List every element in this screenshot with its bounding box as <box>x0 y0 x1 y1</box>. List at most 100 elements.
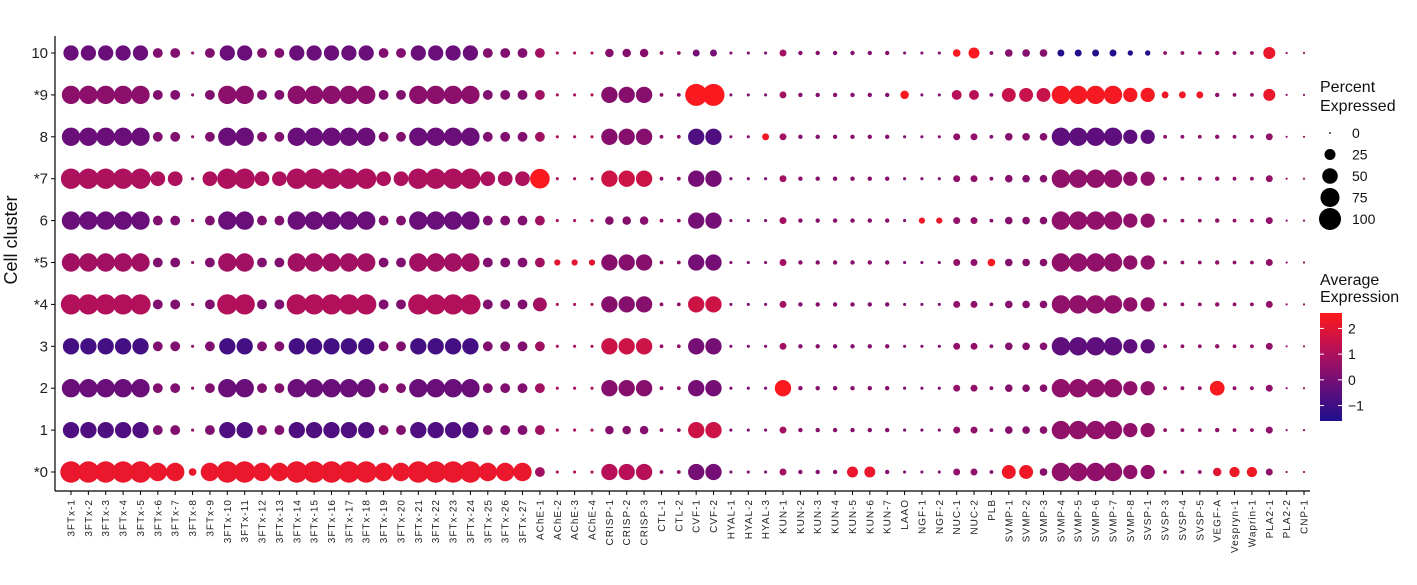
dot-star5-AChE-1 <box>534 257 545 268</box>
dot-8-HYAL-2 <box>746 135 750 139</box>
dot-1-3FTx-8 <box>191 428 195 432</box>
dot-star0-SVMP-1 <box>1001 465 1016 479</box>
dot-3-3FTx-20 <box>396 341 406 352</box>
dot-star7-3FTx-24 <box>460 168 481 189</box>
x-tick-label: SVSP-1 <box>1143 499 1154 541</box>
dot-star7-3FTx-11 <box>234 168 255 189</box>
dot-star9-CNP-1 <box>1302 93 1306 96</box>
x-tick-label: NGF-1 <box>917 499 928 534</box>
dot-3-3FTx-27 <box>517 341 528 352</box>
x-tick-label: 3FTx-8 <box>188 499 199 537</box>
dot-star4-3FTx-25 <box>482 299 493 310</box>
dot-star9-SVMP-4 <box>1051 85 1071 105</box>
dot-star4-3FTx-27 <box>517 299 528 310</box>
dot-star5-3FTx-16 <box>322 253 341 272</box>
dot-8-KUN-2 <box>798 134 803 139</box>
dot-star0-3FTx-23 <box>442 461 464 483</box>
x-tick-label: SVSP-3 <box>1161 499 1172 541</box>
x-tick-label: 3FTx-21 <box>414 499 425 543</box>
dot-star9-KUN-6 <box>867 92 872 98</box>
dot-star0-3FTx-11 <box>233 461 256 483</box>
dot-10-3FTx-13 <box>274 48 285 58</box>
dot-star4-CRISP-1 <box>601 296 618 313</box>
dot-1-SVSP-4 <box>1180 428 1185 433</box>
dot-3-SVSP-3 <box>1163 344 1168 349</box>
dot-star9-LAAO <box>900 90 909 100</box>
dot-2-VEGF-A <box>1209 380 1225 396</box>
dot-star9-3FTx-26 <box>500 89 511 100</box>
dot-10-AChE-4 <box>590 51 594 55</box>
dot-2-NGF-1 <box>920 386 924 390</box>
dot-star4-AChE-3 <box>573 302 577 306</box>
dot-star7-NGF-2 <box>937 177 941 181</box>
x-tick-label: 3FTx-6 <box>153 499 164 537</box>
dot-6-3FTx-26 <box>500 215 511 226</box>
size-legend-label: 25 <box>1352 147 1368 163</box>
dot-star5-CRISP-3 <box>635 254 653 271</box>
dot-8-SVSP-1 <box>1140 129 1155 144</box>
dot-10-NUC-2 <box>968 47 980 59</box>
size-legend-dot <box>1329 132 1331 134</box>
dot-star9-3FTx-15 <box>304 85 324 105</box>
dot-2-SVMP-3 <box>1039 384 1048 393</box>
dot-10-3FTx-7 <box>170 48 181 58</box>
dot-1-KUN-5 <box>850 427 855 433</box>
dot-star4-SVSP-4 <box>1180 302 1185 307</box>
dot-star0-PLA2-1 <box>1265 468 1273 476</box>
dot-8-3FTx-13 <box>274 131 285 142</box>
dot-star9-PLA2-2 <box>1285 93 1288 96</box>
dot-10-CRISP-2 <box>622 48 631 58</box>
dot-2-KUN-3 <box>815 386 820 391</box>
dot-1-SVMP-4 <box>1051 420 1071 440</box>
dot-2-CNP-1 <box>1302 387 1306 390</box>
dot-2-AChE-4 <box>590 386 594 390</box>
x-tick-label: 3FTx-9 <box>205 499 216 537</box>
x-tick-label: 3FTx-14 <box>292 499 303 543</box>
dot-star7-3FTx-18 <box>356 168 377 189</box>
dot-star7-3FTx-25 <box>480 171 496 187</box>
dot-10-NGF-1 <box>920 51 924 55</box>
dot-star9-AChE-4 <box>590 93 594 97</box>
dot-2-SVSP-5 <box>1197 386 1202 391</box>
dot-star7-3FTx-1 <box>60 168 82 189</box>
dot-star5-KUN-1 <box>779 259 787 266</box>
dot-6-Vespryn-1 <box>1232 218 1237 223</box>
dot-10-SVSP-5 <box>1197 51 1202 55</box>
dot-star9-3FTx-7 <box>170 89 181 100</box>
dot-star5-3FTx-5 <box>131 253 150 272</box>
dot-star4-3FTx-3 <box>95 294 116 315</box>
dot-star9-CVF-1 <box>685 83 708 106</box>
dot-star0-HYAL-2 <box>746 470 750 474</box>
dot-star0-3FTx-19 <box>374 462 393 482</box>
dot-10-PLB <box>989 51 994 55</box>
dot-1-SVMP-3 <box>1039 426 1048 434</box>
dot-3-CTL-2 <box>676 344 681 349</box>
dot-star7-VEGF-A <box>1215 176 1220 181</box>
dot-8-SVSP-3 <box>1163 134 1168 139</box>
dot-3-AChE-2 <box>555 344 559 348</box>
dot-2-CRISP-3 <box>635 380 653 397</box>
dot-star4-3FTx-26 <box>500 299 511 310</box>
dot-1-KUN-2 <box>798 427 803 433</box>
dot-6-KUN-2 <box>798 218 803 223</box>
dot-10-Vespryn-1 <box>1232 51 1237 55</box>
x-tick-label: KUN-1 <box>779 499 790 534</box>
dot-star4-3FTx-14 <box>286 294 307 315</box>
dot-2-SVMP-2 <box>1022 384 1030 393</box>
dot-6-SVMP-6 <box>1086 211 1105 230</box>
dot-star9-KUN-3 <box>815 92 820 98</box>
dot-8-AChE-1 <box>534 131 545 142</box>
dot-star4-AChE-2 <box>555 302 559 306</box>
x-tick-label: CVF-2 <box>709 499 720 533</box>
dot-star9-CRISP-2 <box>618 86 635 104</box>
dot-star9-KUN-2 <box>798 92 803 98</box>
dot-8-3FTx-19 <box>378 131 389 142</box>
dot-3-SVMP-8 <box>1123 339 1138 354</box>
dot-star4-Waprin-1 <box>1249 302 1254 307</box>
x-tick-label: 3FTx-2 <box>84 499 95 537</box>
dot-star4-KUN-1 <box>779 300 787 308</box>
dot-10-3FTx-20 <box>396 48 406 58</box>
dot-3-3FTx-23 <box>444 338 462 355</box>
dot-star7-3FTx-4 <box>112 168 134 189</box>
dot-star7-CRISP-2 <box>618 170 635 187</box>
